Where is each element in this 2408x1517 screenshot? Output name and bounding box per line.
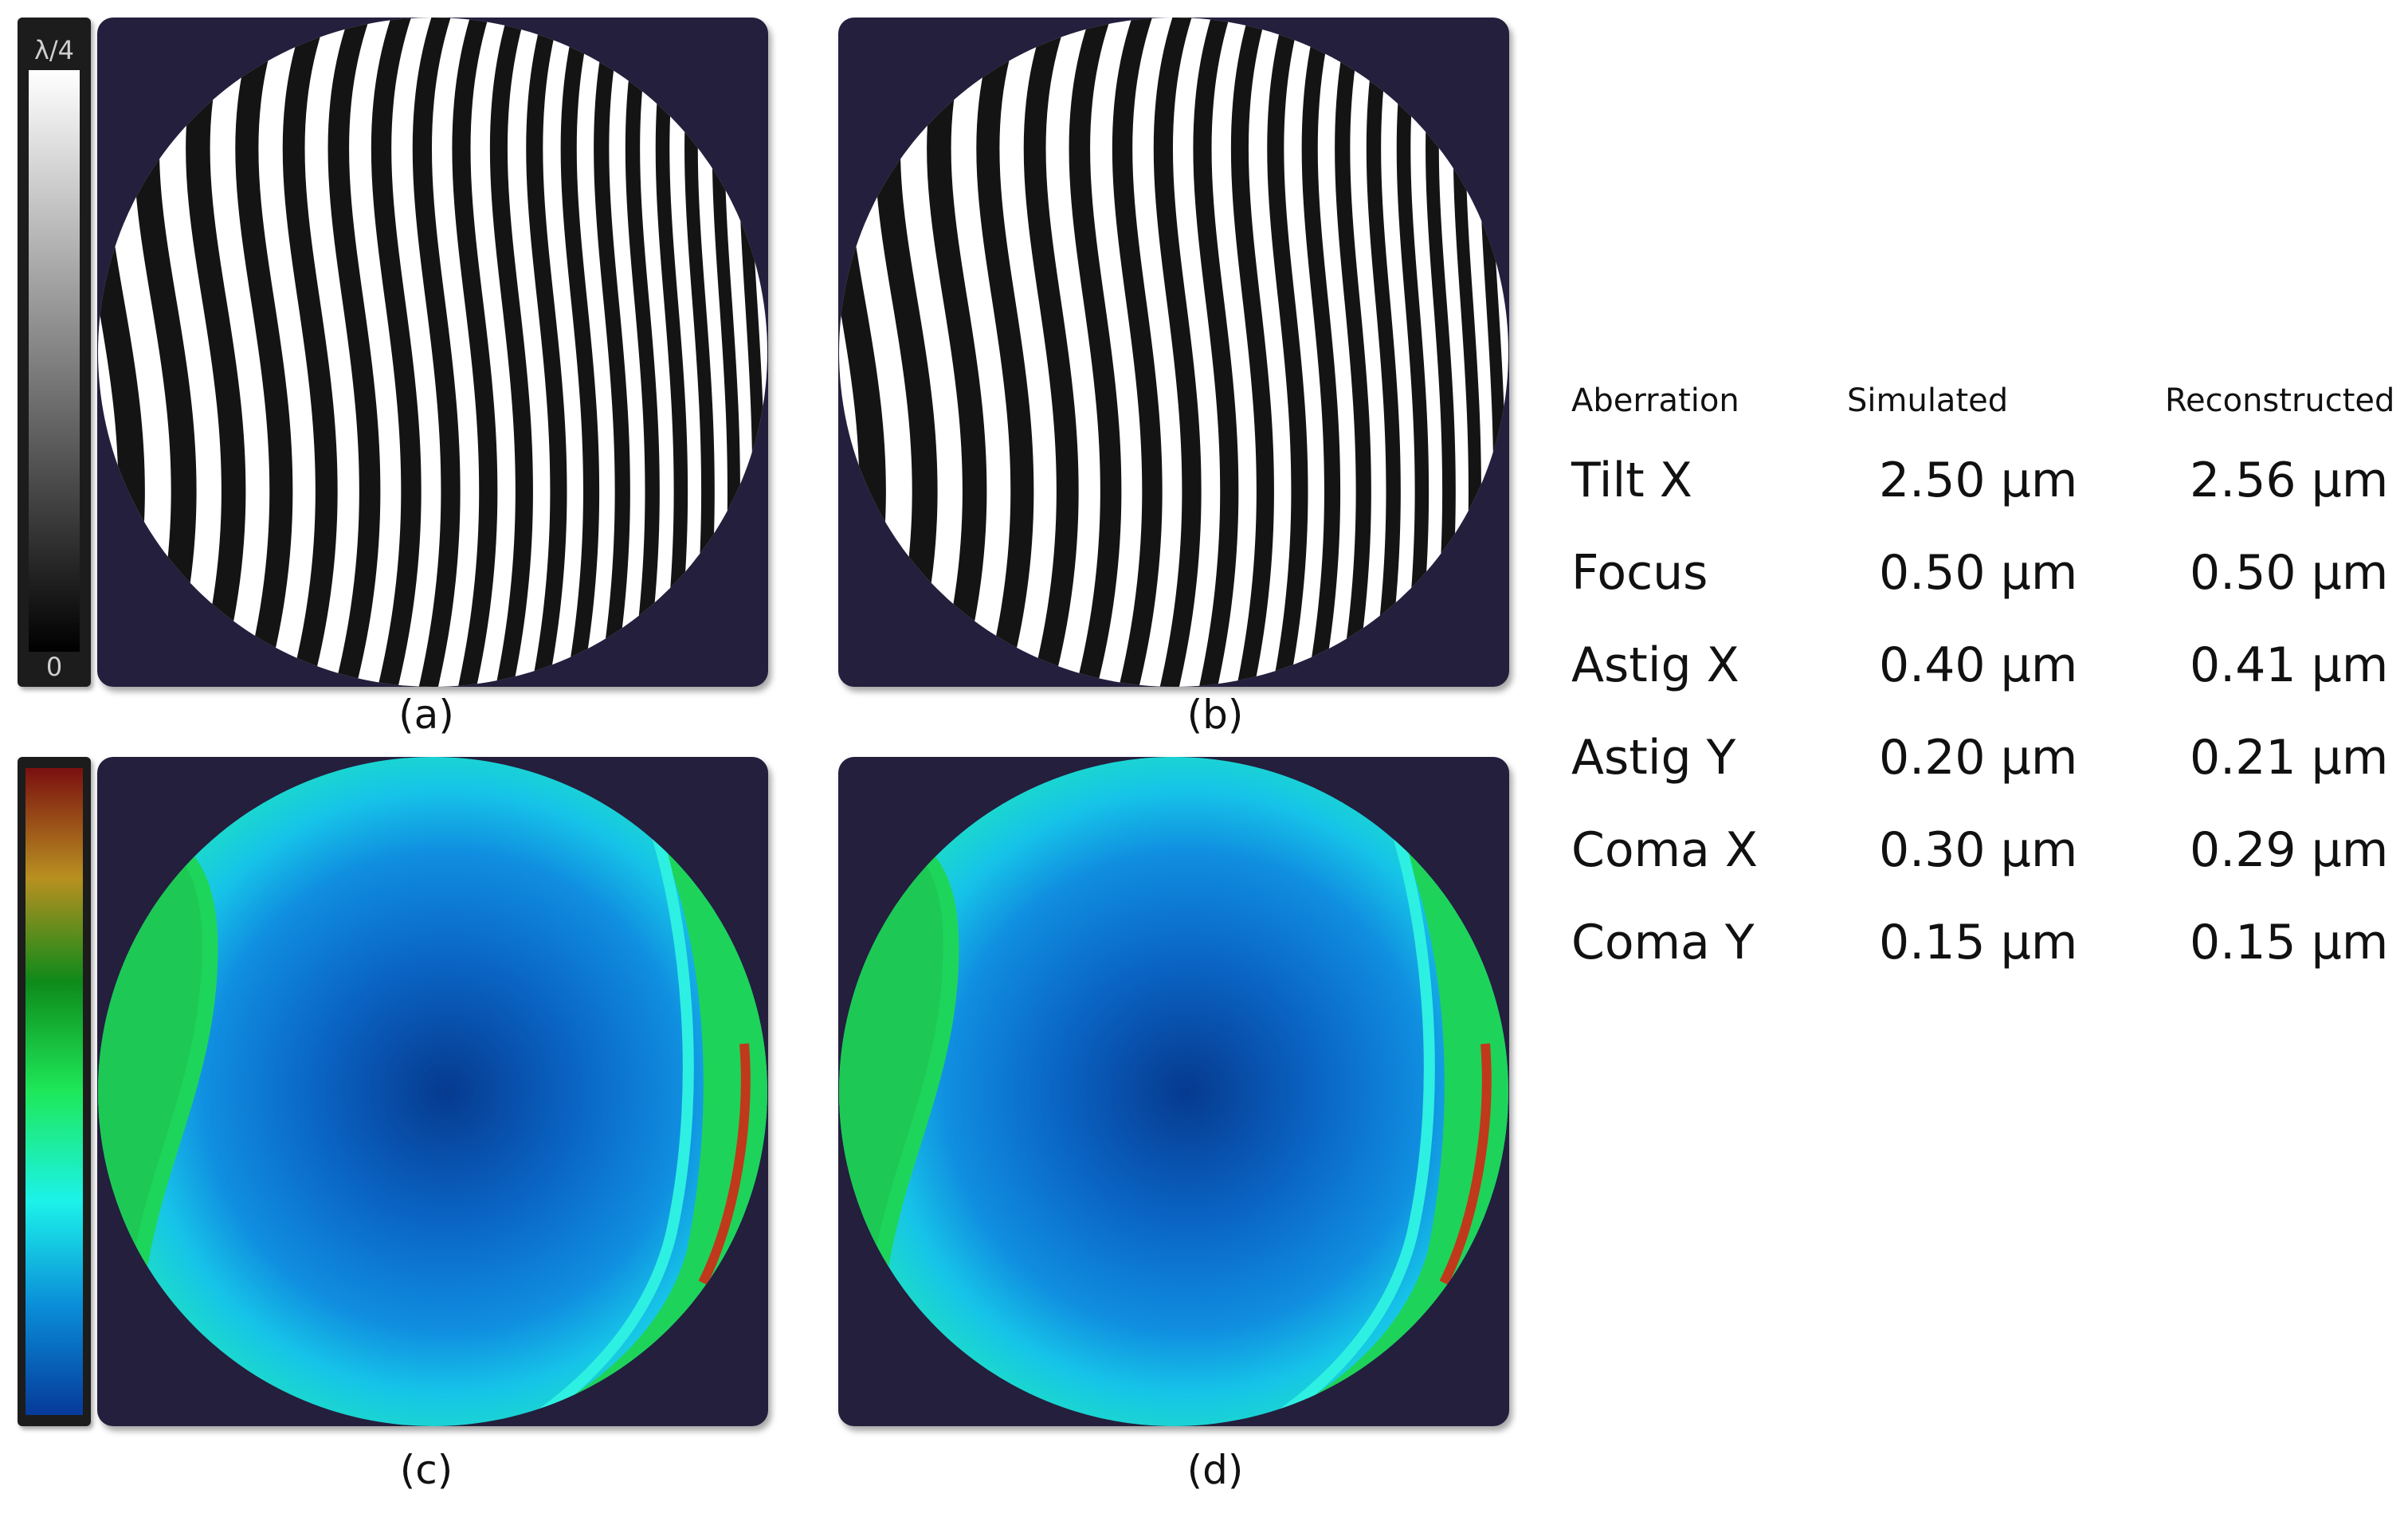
fringe-band [412, 18, 461, 687]
header-aberration: Aberration [1571, 382, 1739, 419]
fringe-band [186, 18, 246, 687]
fringe-band [1301, 18, 1341, 687]
grayscale-gradient [29, 70, 80, 652]
simulated-value: 0.40 µm [1879, 637, 2078, 693]
caption-a: (a) [398, 692, 454, 738]
fringe-band [625, 18, 660, 687]
table-row: Coma X 0.30 µm 0.29 µm [1571, 822, 2400, 886]
fringe-band [235, 18, 293, 687]
fringe-band [1193, 18, 1239, 687]
fringe-band [1396, 18, 1430, 687]
table-row: Focus 0.50 µm 0.50 µm [1571, 545, 2400, 609]
panel-b-interferogram [838, 18, 1509, 687]
aberration-name: Focus [1571, 545, 1708, 601]
aberration-name: Tilt X [1571, 453, 1692, 508]
fringe-band [1426, 18, 1456, 687]
interference-fringes [98, 18, 767, 687]
colorbar-bottom-label: 0 [45, 652, 63, 682]
caption-d: (d) [1186, 1447, 1244, 1493]
table-row: Tilt X 2.50 µm 2.56 µm [1571, 453, 2400, 516]
fringe-band [1153, 18, 1202, 687]
fringe-band [452, 18, 498, 687]
panel-d-wavefront [838, 757, 1509, 1426]
simulated-value: 0.30 µm [1879, 822, 2078, 878]
fringe-band [371, 18, 422, 687]
caption-b: (b) [1186, 692, 1244, 738]
panel-a-interferogram [97, 18, 768, 687]
heightmap-gradient [25, 768, 83, 1415]
fringe-band [526, 18, 567, 687]
fringe-band [1112, 18, 1163, 687]
caption-c: (c) [399, 1447, 453, 1493]
reconstructed-value: 0.21 µm [2190, 730, 2389, 786]
fringe-band [282, 18, 338, 687]
simulated-value: 0.50 µm [1879, 545, 2078, 601]
reconstructed-value: 0.41 µm [2190, 637, 2389, 693]
fringe-band [134, 18, 197, 687]
fringe-band [1023, 18, 1079, 687]
fringe-band [1267, 18, 1308, 687]
fringe-band [875, 18, 938, 687]
grayscale-colorbar: λ/4 0 [18, 18, 91, 687]
fringe-band [594, 18, 630, 687]
reconstructed-value: 0.15 µm [2190, 915, 2389, 970]
simulated-value: 0.15 µm [1879, 915, 2078, 970]
panel-c-wavefront [97, 757, 768, 1426]
table-row: Astig Y 0.20 µm 0.21 µm [1571, 730, 2400, 794]
fringe-band [655, 18, 688, 687]
aberration-name: Coma Y [1571, 915, 1755, 970]
reconstructed-value: 0.29 µm [2190, 822, 2389, 878]
header-reconstructed: Reconstructed [2165, 382, 2395, 419]
simulated-value: 0.20 µm [1879, 730, 2078, 786]
fringe-band [1230, 18, 1274, 687]
reconstructed-value: 2.56 µm [2190, 453, 2389, 508]
table-row: Astig X 0.40 µm 0.41 µm [1571, 637, 2400, 701]
table-row: Coma Y 0.15 µm 0.15 µm [1571, 915, 2400, 978]
fringe-band [489, 18, 533, 687]
fringe-band [1366, 18, 1401, 687]
aberration-name: Coma X [1571, 822, 1758, 878]
simulated-value: 2.50 µm [1879, 453, 2078, 508]
aberration-name: Astig X [1571, 637, 1739, 693]
fringe-band [1335, 18, 1371, 687]
fringe-band [684, 18, 715, 687]
heightmap-colorbar [18, 757, 91, 1426]
fringe-band [327, 18, 381, 687]
fringe-band [976, 18, 1034, 687]
fringe-band [560, 18, 600, 687]
reconstructed-value: 0.50 µm [2190, 545, 2389, 601]
fringe-band [1069, 18, 1122, 687]
header-simulated: Simulated [1847, 382, 2009, 419]
colorbar-top-label: λ/4 [33, 35, 75, 65]
fringe-band [927, 18, 987, 687]
aberration-name: Astig Y [1571, 730, 1736, 786]
